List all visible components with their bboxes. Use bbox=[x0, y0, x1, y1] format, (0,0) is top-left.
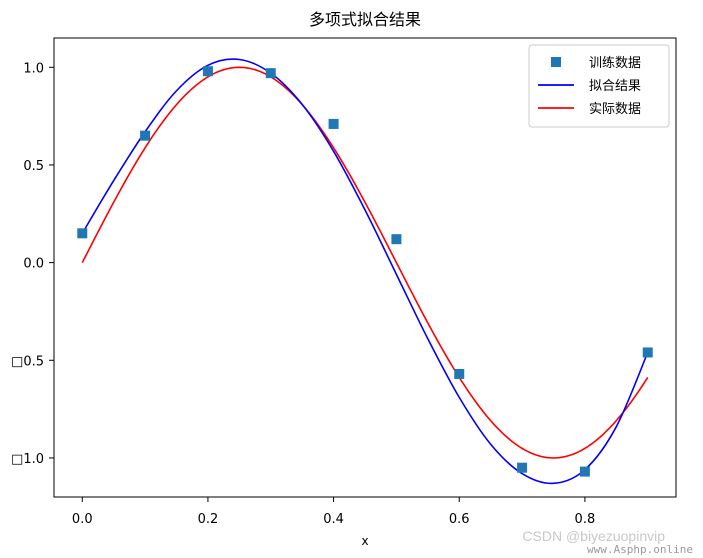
y-tick-label: 0.5 bbox=[23, 159, 44, 174]
data-point-training bbox=[265, 68, 276, 79]
data-point-training bbox=[328, 118, 339, 129]
data-point-training bbox=[517, 462, 528, 473]
series-line-actual bbox=[81, 66, 649, 459]
data-point-training bbox=[454, 368, 465, 379]
series-line-fit bbox=[81, 58, 649, 485]
legend-label: 实际数据 bbox=[589, 102, 641, 117]
y-axis-ticks: 1.0 0.5 0.0 □0.5 □1.0 bbox=[11, 61, 54, 467]
plot-area bbox=[77, 58, 653, 485]
legend-box bbox=[528, 44, 670, 128]
watermark-csdn: CSDN @biyezuopinvip bbox=[522, 528, 665, 544]
legend-label: 训练数据 bbox=[589, 56, 641, 71]
data-point-training bbox=[140, 130, 151, 141]
legend-marker-training bbox=[551, 57, 561, 67]
x-axis-label: x bbox=[361, 534, 368, 548]
y-tick-label: □0.5 bbox=[11, 354, 44, 369]
legend-label: 拟合结果 bbox=[589, 79, 641, 94]
x-tick-label: 0.4 bbox=[323, 512, 344, 527]
y-tick-label: 0.0 bbox=[23, 257, 44, 272]
data-point-training bbox=[77, 228, 88, 239]
x-tick-label: 0.2 bbox=[198, 512, 219, 527]
data-point-training bbox=[202, 66, 213, 77]
y-tick-label: □1.0 bbox=[11, 452, 44, 467]
x-tick-label: 0.6 bbox=[449, 512, 470, 527]
watermark-site: www.Asphp.online bbox=[587, 543, 693, 556]
axes-frame bbox=[53, 37, 677, 498]
x-axis-ticks: 0.0 0.2 0.4 0.6 0.8 bbox=[72, 497, 595, 527]
data-point-training bbox=[579, 466, 590, 477]
y-tick-label: 1.0 bbox=[23, 61, 44, 76]
chart-title: 多项式拟合结果 bbox=[309, 10, 421, 29]
x-tick-label: 0.0 bbox=[72, 512, 93, 527]
data-point-training bbox=[391, 234, 402, 245]
data-point-training bbox=[642, 347, 653, 358]
x-tick-label: 0.8 bbox=[575, 512, 596, 527]
